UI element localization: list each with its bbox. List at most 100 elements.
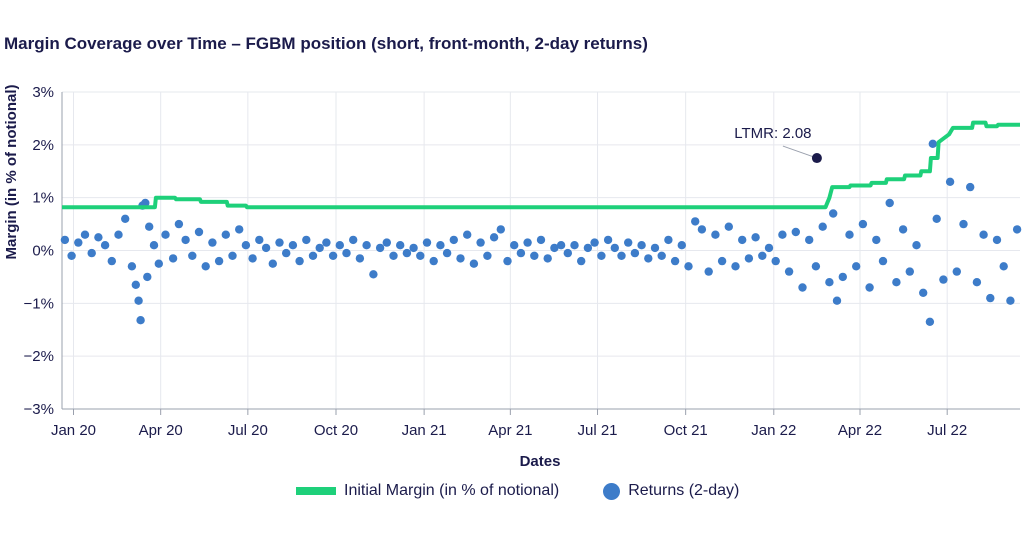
return-point (825, 278, 834, 287)
return-point (865, 283, 874, 292)
return-point (925, 317, 935, 326)
return-point (295, 256, 304, 266)
return-point (758, 251, 767, 260)
return-point (261, 243, 271, 253)
return-point (87, 248, 96, 258)
return-point (107, 256, 117, 266)
return-point (798, 283, 807, 292)
return-point (829, 209, 838, 218)
return-point (637, 241, 646, 250)
return-point (469, 259, 479, 268)
return-point (832, 296, 842, 305)
return-point (349, 235, 358, 245)
return-point (872, 235, 881, 245)
return-point (436, 241, 445, 250)
return-point (624, 238, 633, 247)
return-point (145, 222, 154, 231)
return-point (818, 222, 827, 231)
return-point (154, 259, 163, 268)
return-point (704, 267, 713, 276)
return-point (530, 251, 539, 260)
return-point (523, 238, 532, 247)
return-point (315, 243, 324, 253)
return-point (966, 182, 975, 192)
return-point (328, 251, 338, 260)
return-point (972, 278, 982, 287)
return-point (536, 235, 546, 245)
x-tick-label: Jul 20 (228, 422, 268, 439)
return-point (644, 254, 653, 263)
return-point (235, 225, 244, 234)
return-point (932, 214, 941, 223)
return-point (650, 243, 660, 253)
return-point (630, 248, 640, 258)
return-point (476, 238, 485, 247)
return-point (959, 219, 968, 229)
annotations: LTMR: 2.08 (734, 125, 822, 164)
return-point (275, 238, 284, 247)
return-point (369, 270, 378, 279)
return-point (496, 225, 505, 234)
return-point (516, 248, 526, 258)
return-point (288, 241, 298, 250)
return-point (335, 241, 344, 250)
returns-scatter (60, 139, 1022, 326)
return-point (248, 254, 257, 263)
return-point (912, 241, 921, 250)
return-point (764, 243, 774, 253)
return-point (898, 225, 908, 234)
return-point (878, 256, 888, 266)
return-point (463, 230, 472, 239)
return-point (409, 243, 418, 253)
return-point (986, 293, 995, 303)
x-tick-label: Apr 22 (838, 422, 882, 439)
return-point (74, 238, 83, 247)
return-point (583, 243, 593, 253)
return-point (143, 272, 152, 282)
return-point (422, 238, 432, 247)
return-point (885, 198, 894, 208)
legend: Initial Margin (in % of notional) Return… (296, 482, 739, 500)
return-point (919, 288, 928, 297)
legend-returns-label: Returns (2-day) (628, 482, 740, 499)
return-point (94, 233, 103, 242)
return-point (1012, 225, 1022, 234)
return-point (355, 254, 365, 263)
y-tick-label: 3% (32, 84, 54, 101)
return-point (744, 254, 754, 263)
return-point (784, 267, 794, 276)
return-point (617, 251, 626, 260)
return-point (731, 262, 740, 271)
return-point (214, 256, 224, 266)
return-point (577, 256, 586, 266)
grid (62, 91, 1020, 410)
return-point (778, 230, 787, 239)
return-point (556, 241, 566, 250)
return-point (999, 262, 1008, 271)
legend-margin-swatch (296, 487, 336, 495)
return-point (100, 241, 110, 250)
return-point (67, 251, 76, 260)
x-axis-title: Dates (520, 453, 561, 470)
return-point (952, 267, 961, 276)
return-point (194, 227, 204, 237)
x-axis: Jan 20 Apr 20 Jul 20 Oct 20 Jan 21 Apr 21 Jul … (51, 408, 1020, 439)
return-point (771, 256, 780, 266)
return-point (402, 248, 412, 258)
x-tick-label: Jul 21 (578, 422, 618, 439)
return-point (322, 238, 331, 247)
return-point (268, 259, 277, 268)
return-point (416, 251, 425, 260)
chart-title: Margin Coverage over Time – FGBM positio… (4, 34, 648, 53)
return-point (570, 241, 579, 250)
y-axis-title: Margin (in % of notional) (3, 85, 20, 260)
return-point (308, 251, 318, 260)
return-point (670, 256, 680, 266)
x-tick-label: Oct 20 (314, 422, 358, 439)
return-point (677, 241, 686, 250)
legend-margin-label: Initial Margin (in % of notional) (344, 482, 560, 499)
return-point (738, 235, 747, 245)
x-tick-label: Jan 20 (51, 422, 96, 439)
return-point (503, 256, 512, 266)
